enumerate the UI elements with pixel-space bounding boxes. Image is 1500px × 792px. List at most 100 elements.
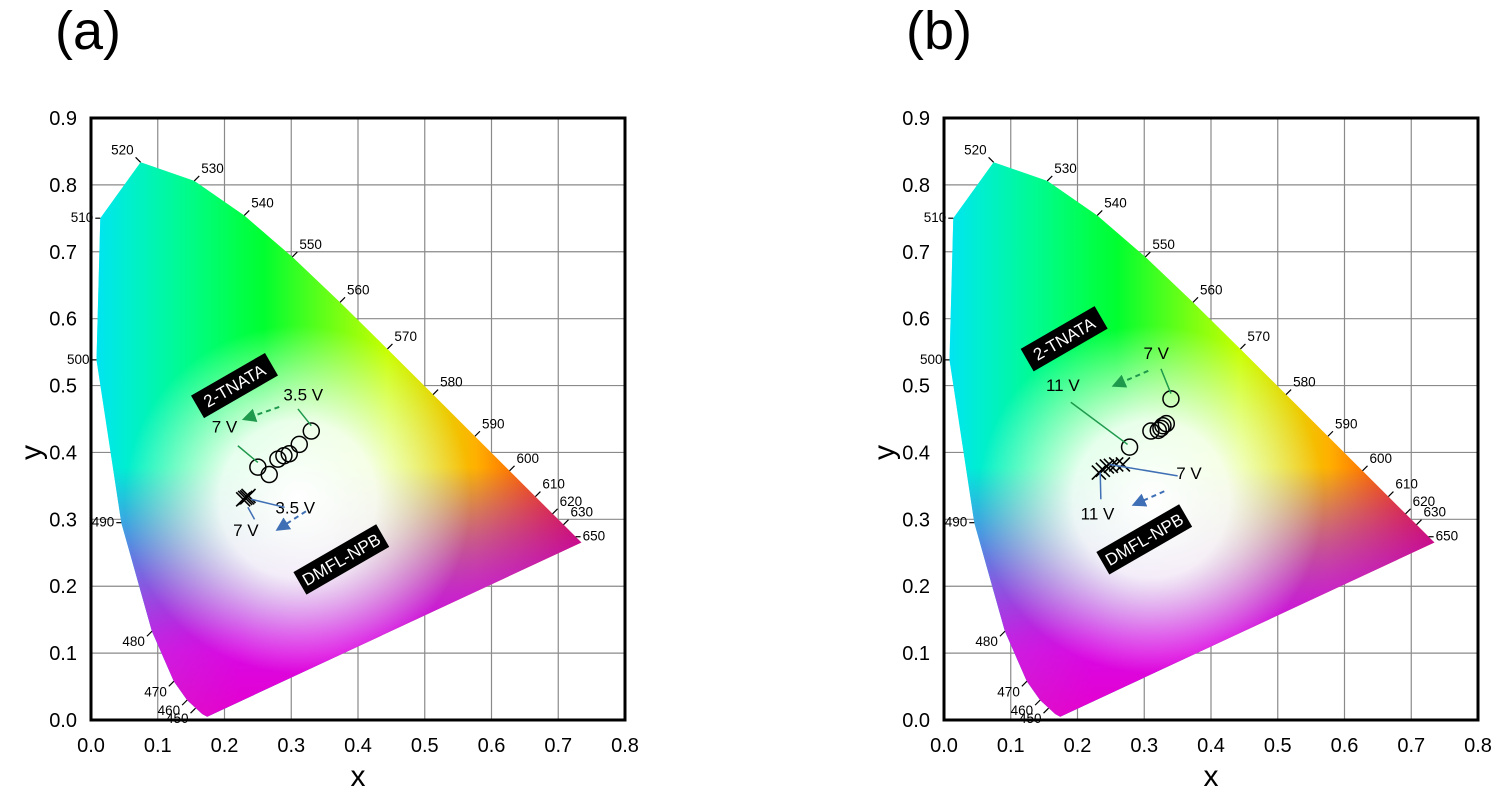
wavelength-label: 500 bbox=[67, 352, 90, 367]
wavelength-label: 620 bbox=[560, 494, 583, 509]
x-tick-label: 0.3 bbox=[277, 735, 305, 757]
wavelength-label: 630 bbox=[1424, 505, 1447, 520]
x-tick-label: 0.4 bbox=[1197, 735, 1225, 757]
x-tick-label: 0.1 bbox=[997, 735, 1025, 757]
wavelength-tick bbox=[1192, 296, 1199, 303]
wavelength-tick bbox=[1285, 389, 1292, 395]
wavelength-label: 450 bbox=[1019, 711, 1042, 726]
x-tick-label: 0.3 bbox=[1130, 735, 1158, 757]
wavelength-label: 540 bbox=[251, 195, 274, 210]
wavelength-tick bbox=[509, 465, 515, 472]
y-tick-label: 0.4 bbox=[902, 442, 930, 464]
data-point-circle bbox=[1162, 390, 1180, 408]
x-axis-label: x bbox=[1204, 760, 1219, 792]
series-tag-bg bbox=[1020, 306, 1108, 372]
wavelength-tick bbox=[387, 343, 393, 350]
y-tick-label: 0.9 bbox=[902, 108, 930, 130]
data-point-cross bbox=[1108, 456, 1124, 473]
voltage-annotation: 7 V bbox=[233, 521, 259, 540]
wavelength-tick bbox=[168, 680, 175, 687]
y-tick-label: 0.1 bbox=[49, 643, 77, 665]
data-point-circle bbox=[1142, 422, 1160, 440]
y-tick-label: 0.8 bbox=[49, 175, 77, 197]
x-tick-label: 0.2 bbox=[1064, 735, 1092, 757]
y-tick-label: 0.4 bbox=[49, 442, 77, 464]
data-point-cross bbox=[1099, 458, 1115, 475]
wavelength-tick bbox=[1416, 519, 1422, 526]
wavelength-tick bbox=[1327, 430, 1334, 437]
y-tick-label: 0.3 bbox=[902, 509, 930, 531]
wavelength-label: 470 bbox=[997, 684, 1020, 699]
wavelength-tick bbox=[1096, 210, 1103, 216]
x-tick-label: 0.0 bbox=[930, 735, 958, 757]
wavelength-label: 490 bbox=[945, 515, 968, 530]
wavelength-label: 520 bbox=[964, 142, 987, 157]
y-tick-label: 0.3 bbox=[49, 509, 77, 531]
y-tick-label: 0.8 bbox=[902, 175, 930, 197]
wavelength-tick bbox=[1387, 491, 1394, 498]
wavelength-label: 530 bbox=[201, 161, 224, 176]
wavelength-label: 560 bbox=[347, 282, 370, 297]
data-point-circle bbox=[302, 422, 321, 440]
y-axis-label: y bbox=[868, 445, 901, 460]
wavelength-label: 610 bbox=[542, 477, 565, 492]
voltage-annotation: 11 V bbox=[1046, 376, 1080, 395]
y-tick-label: 0.6 bbox=[49, 309, 77, 331]
wavelength-label: 580 bbox=[1293, 375, 1316, 390]
y-tick-label: 0.5 bbox=[902, 376, 930, 398]
wavelength-tick bbox=[291, 251, 298, 258]
wavelength-tick bbox=[432, 389, 439, 395]
trend-arrow bbox=[275, 510, 307, 531]
wavelength-tick bbox=[1362, 465, 1368, 472]
wavelength-label: 480 bbox=[975, 634, 998, 649]
leader-line bbox=[1109, 463, 1178, 477]
y-tick-label: 0.0 bbox=[902, 710, 930, 732]
panel-label-a: (a) bbox=[55, 1, 121, 61]
leader-line bbox=[297, 408, 312, 427]
wavelength-label: 480 bbox=[122, 634, 145, 649]
wavelength-tick bbox=[552, 508, 559, 515]
wavelength-label: 650 bbox=[583, 529, 606, 544]
data-point-cross bbox=[1103, 458, 1119, 474]
wavelength-tick bbox=[534, 491, 541, 498]
voltage-annotation: 7 V bbox=[212, 417, 238, 436]
chromaticity-region bbox=[949, 162, 1435, 717]
data-point-circle bbox=[260, 465, 278, 484]
x-tick-label: 0.5 bbox=[1264, 735, 1292, 757]
y-tick-label: 0.2 bbox=[902, 576, 930, 598]
wavelength-label: 470 bbox=[144, 684, 167, 699]
x-tick-label: 0.8 bbox=[611, 735, 639, 757]
wavelength-tick bbox=[1405, 508, 1412, 515]
wavelength-label: 460 bbox=[158, 703, 181, 718]
leader-line bbox=[1160, 368, 1172, 394]
voltage-annotation: 11 V bbox=[1081, 504, 1115, 523]
wavelength-label: 620 bbox=[1413, 494, 1436, 509]
data-point-circle bbox=[1152, 419, 1170, 438]
wavelength-label: 590 bbox=[1335, 416, 1358, 431]
x-tick-label: 0.1 bbox=[144, 735, 172, 757]
wavelength-tick bbox=[988, 156, 995, 163]
x-tick-label: 0.5 bbox=[411, 735, 439, 757]
wavelength-label: 650 bbox=[1436, 529, 1459, 544]
wavelength-label: 540 bbox=[1104, 195, 1127, 210]
y-tick-label: 0.5 bbox=[49, 376, 77, 398]
voltage-annotation: 7 V bbox=[1176, 464, 1202, 483]
x-tick-label: 0.6 bbox=[478, 735, 506, 757]
data-point-circle bbox=[1120, 438, 1139, 456]
x-tick-label: 0.4 bbox=[344, 735, 372, 757]
plot-frame bbox=[89, 116, 627, 722]
series-tag-bg bbox=[293, 524, 390, 595]
x-tick-label: 0.2 bbox=[211, 735, 239, 757]
voltage-annotation: 3.5 V bbox=[283, 385, 323, 404]
data-point-cross bbox=[240, 488, 257, 504]
y-tick-label: 0.1 bbox=[902, 643, 930, 665]
y-tick-label: 0.7 bbox=[49, 242, 77, 264]
data-point-circle bbox=[290, 435, 309, 454]
series-tag-bg bbox=[191, 352, 278, 419]
wavelength-label: 510 bbox=[71, 210, 94, 225]
wavelength-label: 520 bbox=[111, 142, 134, 157]
data-point-circle bbox=[1154, 416, 1172, 435]
leader-line bbox=[251, 498, 285, 509]
wavelength-label: 590 bbox=[482, 416, 505, 431]
wavelength-label: 450 bbox=[166, 711, 189, 726]
